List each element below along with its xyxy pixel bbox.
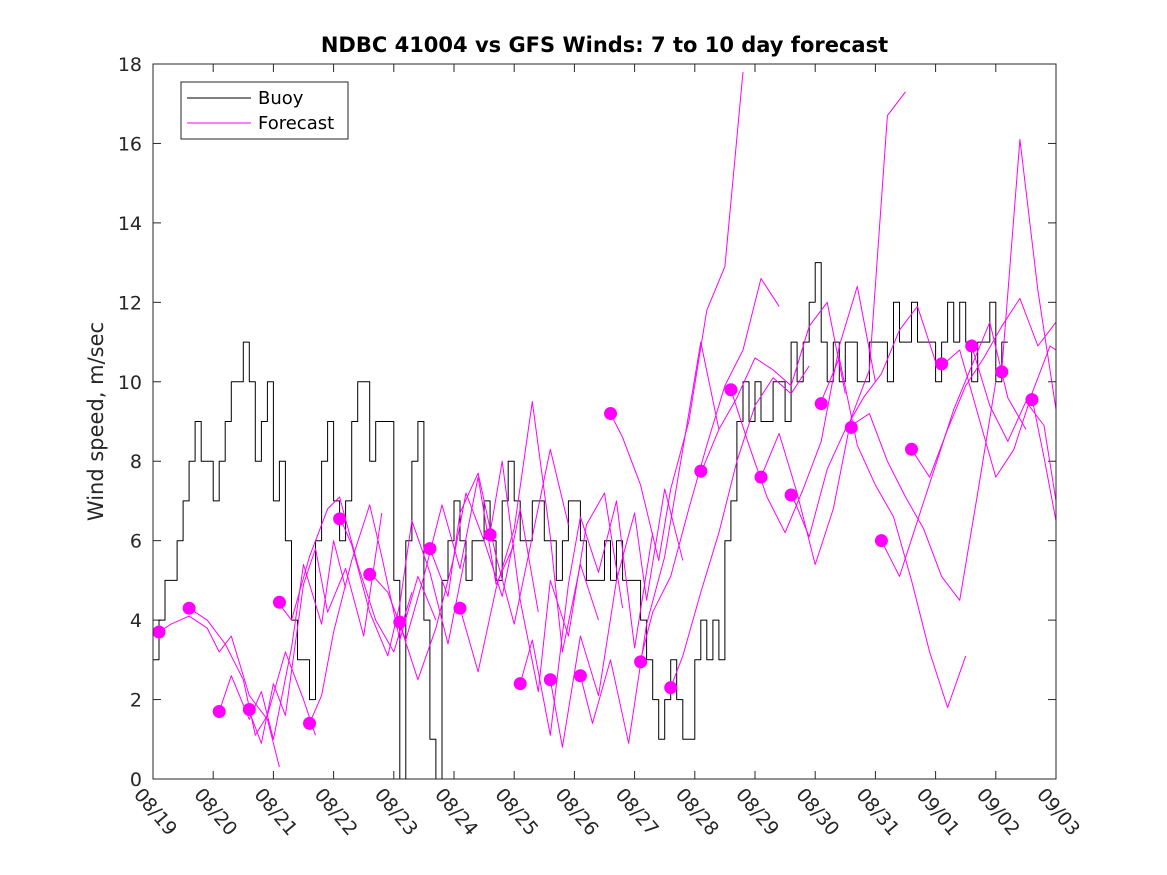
forecast-series-line [911, 297, 1057, 478]
y-tick-label: 2 [130, 690, 142, 712]
forecast-series-line [610, 71, 744, 561]
forecast-series-line [429, 448, 569, 625]
forecast-series-line [640, 278, 780, 660]
forecast-series-line [760, 91, 906, 565]
plot-frame [152, 63, 1057, 780]
legend-box [180, 81, 349, 140]
forecast-start-point [333, 512, 347, 526]
forecast-start-point [754, 470, 768, 484]
y-tick-label: 0 [130, 769, 142, 791]
forecast-series-line [218, 540, 347, 740]
forecast-start-point [874, 534, 888, 548]
forecast-start-point [604, 407, 618, 421]
forecast-series-line [941, 345, 1057, 478]
forecast-start-point [664, 681, 678, 695]
forecast-start-points [152, 339, 1039, 730]
y-tick-label: 12 [118, 292, 142, 314]
forecast-series-line [369, 476, 515, 641]
forecast-series-line [279, 496, 413, 653]
forecast-series-line [519, 500, 654, 736]
forecast-start-point [814, 397, 828, 411]
forecast-series-line [790, 305, 937, 538]
forecast-series-line [820, 357, 967, 708]
forecast-start-point [423, 542, 437, 556]
y-tick-label: 6 [130, 531, 142, 553]
forecast-series-line [1001, 139, 1057, 410]
forecast-start-point [935, 357, 949, 371]
forecast-start-point [995, 365, 1009, 379]
forecast-start-point [634, 655, 648, 669]
plot-area [153, 64, 1056, 779]
forecast-start-point [573, 669, 587, 683]
forecast-start-point [272, 595, 286, 609]
forecast-series-line [248, 512, 383, 744]
forecast-start-point [363, 567, 377, 581]
forecast-series-line [309, 504, 437, 724]
forecast-series-line [188, 607, 316, 736]
forecast-start-point [303, 716, 317, 730]
forecast-series-line [851, 381, 997, 601]
forecast-start-point [724, 383, 738, 397]
y-tick-label: 10 [118, 372, 142, 394]
forecast-start-point [844, 420, 858, 434]
forecast-start-point [543, 673, 557, 687]
forecast-start-point [483, 528, 497, 542]
forecast-start-point [965, 339, 979, 353]
chart-title: NDBC 41004 vs GFS Winds: 7 to 10 day for… [321, 33, 888, 57]
y-tick-label: 4 [130, 610, 142, 632]
y-tick-label: 16 [118, 133, 142, 155]
y-axis-label: Wind speed, m/sec [84, 322, 108, 521]
forecast-series-line [700, 301, 846, 474]
forecast-start-point [393, 615, 407, 629]
forecast-series-line [579, 341, 720, 744]
legend-forecast-label: Forecast [258, 113, 334, 134]
forecast-series-line [339, 516, 467, 657]
forecast-start-point [242, 702, 256, 716]
forecast-series-line [670, 365, 810, 688]
y-tick-label: 18 [118, 54, 142, 76]
forecast-start-point [453, 601, 467, 615]
y-tick-label: 8 [130, 451, 142, 473]
series-layer [153, 71, 1057, 780]
forecast-series-line [1031, 397, 1057, 521]
forecast-start-point [1025, 393, 1039, 407]
forecast-start-point [694, 464, 708, 478]
legend-buoy-label: Buoy [258, 88, 304, 109]
forecast-start-point [513, 677, 527, 691]
forecast-series-line [489, 460, 624, 693]
forecast-series-line [459, 401, 599, 673]
forecast-start-point [784, 488, 798, 502]
forecast-series-line [549, 488, 684, 748]
forecast-series-line [399, 492, 539, 681]
legend: Buoy Forecast [180, 81, 349, 140]
forecast-start-point [905, 442, 919, 456]
forecast-start-point [182, 601, 196, 615]
buoy-series-line [153, 262, 1008, 780]
y-tick-label: 14 [118, 213, 142, 235]
forecast-start-point [212, 704, 226, 718]
forecast-series-line [971, 345, 1057, 501]
forecast-start-point [152, 625, 166, 639]
forecast-series-line [158, 615, 280, 768]
forecast-series-line [730, 285, 876, 534]
